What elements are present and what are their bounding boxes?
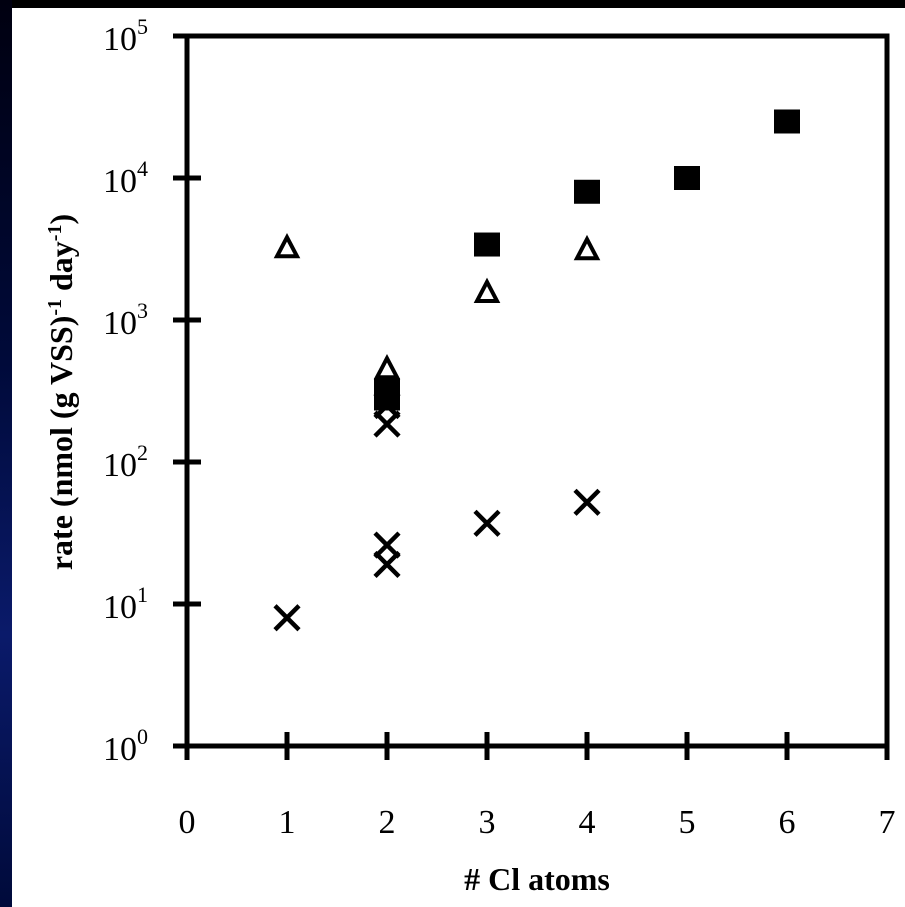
data-points [273, 109, 800, 632]
y-tick-exponent: 4 [137, 156, 148, 181]
y-axis-title: rate (nmol (g VSS)-1 day-1) [43, 214, 79, 570]
chart-panel [12, 8, 905, 907]
y-axis-title-main: rate (nmol (g VSS) [43, 316, 79, 571]
y-tick-label: 101 [103, 582, 148, 626]
x-tick-label: 1 [279, 804, 296, 841]
x-marker [373, 410, 401, 438]
y-tick-exponent: 3 [137, 298, 148, 323]
triangle-marker [373, 353, 401, 380]
y-axis-title-sup1: -1 [44, 299, 66, 316]
y-tick-base: 10 [103, 589, 137, 626]
plot-frame [184, 33, 890, 749]
y-tick-base: 10 [103, 21, 137, 58]
y-tick-label: 102 [103, 440, 148, 484]
y-axis-title-mid: day [43, 241, 79, 299]
x-marker [573, 488, 601, 516]
triangle-marker [273, 232, 301, 259]
y-axis-title-end: ) [43, 214, 79, 225]
x-tick-label: 4 [579, 804, 596, 841]
y-tick-label: 104 [103, 156, 148, 200]
square-marker [774, 109, 800, 134]
y-tick-base: 10 [103, 163, 137, 200]
y-tick-exponent: 2 [137, 440, 148, 465]
y-tick-exponent: 1 [137, 582, 148, 607]
x-axis-title: # Cl atoms [464, 861, 610, 897]
background-stripe [0, 0, 12, 907]
x-tick-label: 7 [879, 804, 896, 841]
x-marker [473, 509, 501, 537]
x-marker [373, 550, 401, 579]
square-marker [574, 179, 600, 204]
x-tick-label: 0 [179, 804, 196, 841]
y-tick-label: 100 [103, 724, 148, 768]
y-tick-base: 10 [103, 305, 137, 342]
y-tick-label: 103 [103, 298, 148, 342]
x-tick-label: 3 [479, 804, 496, 841]
triangle-marker [473, 277, 501, 303]
y-tick-exponent: 0 [137, 724, 148, 749]
y-tick-exponent: 5 [137, 14, 148, 39]
y-axis-title-sup2: -1 [44, 225, 66, 242]
x-tick-label: 5 [679, 804, 696, 841]
x-axis-ticks: 0 1 2 3 4 5 6 7 [179, 732, 896, 841]
triangle-marker [573, 234, 601, 261]
square-marker [474, 232, 500, 257]
x-marker [373, 531, 401, 559]
x-tick-label: 2 [379, 804, 396, 841]
y-tick-base: 10 [103, 731, 137, 768]
x-marker [273, 604, 301, 632]
y-tick-base: 10 [103, 447, 137, 484]
x-tick-label: 6 [779, 804, 796, 841]
axes [184, 33, 890, 749]
y-tick-label: 105 [103, 14, 148, 58]
square-marker [674, 166, 700, 190]
